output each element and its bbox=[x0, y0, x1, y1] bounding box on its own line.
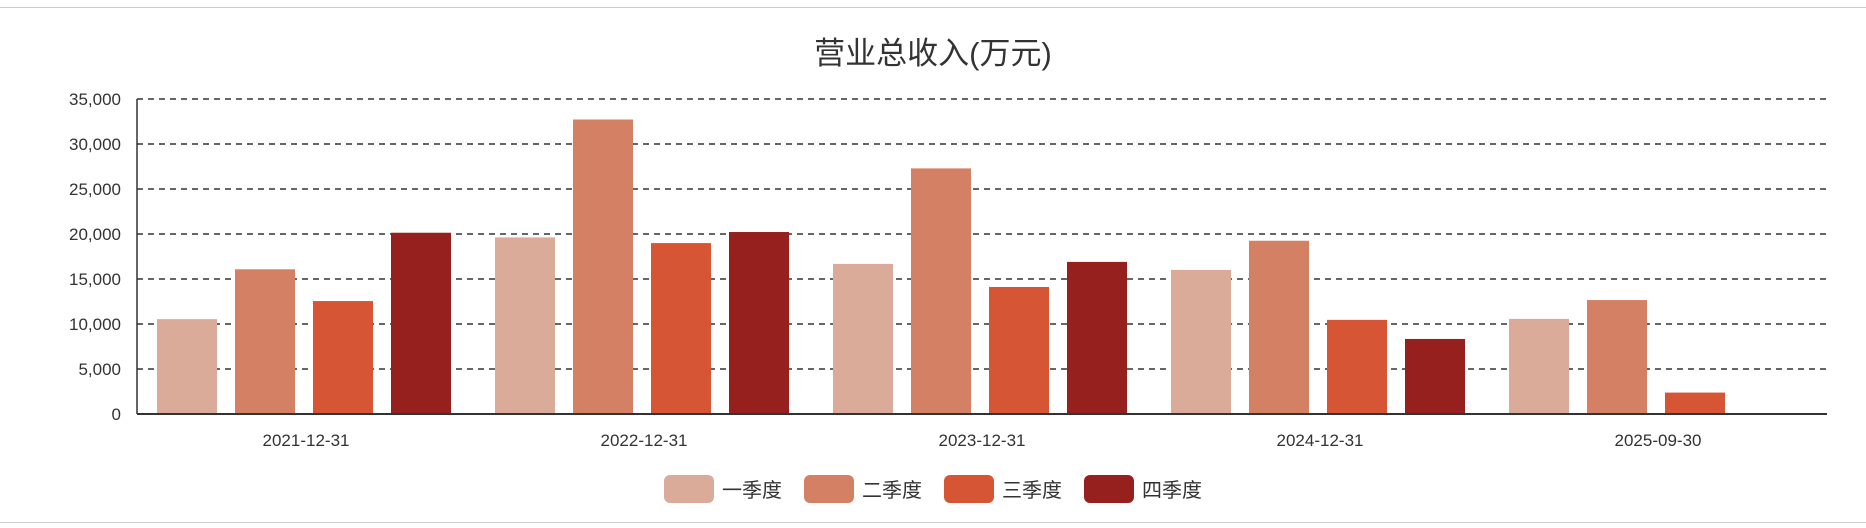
bar-2022-12-31-一季度 bbox=[495, 237, 555, 414]
bottom-border bbox=[0, 522, 1866, 523]
bar-2021-12-31-四季度 bbox=[391, 232, 451, 414]
bar-2022-12-31-三季度 bbox=[651, 243, 711, 414]
bar-2023-12-31-一季度 bbox=[833, 263, 893, 414]
legend-label: 三季度 bbox=[1002, 480, 1062, 502]
chart-title: 营业总收入(万元) bbox=[814, 36, 1052, 71]
y-tick-label: 10,000 bbox=[69, 315, 121, 334]
bar-2025-09-30-二季度 bbox=[1587, 300, 1647, 414]
bar-2023-12-31-三季度 bbox=[989, 287, 1049, 414]
legend-label: 一季度 bbox=[722, 480, 782, 502]
bar-2022-12-31-二季度 bbox=[573, 119, 633, 415]
x-tick-label: 2021-12-31 bbox=[263, 431, 350, 450]
bar-2023-12-31-四季度 bbox=[1067, 261, 1127, 414]
y-tick-label: 15,000 bbox=[69, 270, 121, 289]
bar-2024-12-31-二季度 bbox=[1249, 240, 1309, 414]
y-tick-label: 5,000 bbox=[78, 360, 121, 379]
bar-2025-09-30-一季度 bbox=[1509, 318, 1569, 414]
y-tick-label: 20,000 bbox=[69, 225, 121, 244]
legend-label: 四季度 bbox=[1142, 480, 1202, 502]
legend-swatch bbox=[804, 474, 854, 503]
legend-swatch bbox=[1084, 474, 1134, 503]
bar-2023-12-31-二季度 bbox=[911, 168, 971, 414]
legend-item[interactable]: 四季度 bbox=[1084, 474, 1202, 503]
bar-2024-12-31-四季度 bbox=[1405, 338, 1465, 414]
x-tick-label: 2025-09-30 bbox=[1615, 431, 1702, 450]
legend-item[interactable]: 一季度 bbox=[664, 474, 782, 503]
bar-2021-12-31-一季度 bbox=[157, 319, 217, 414]
legend-item[interactable]: 三季度 bbox=[944, 474, 1062, 503]
y-tick-label: 35,000 bbox=[69, 90, 121, 109]
bar-2021-12-31-三季度 bbox=[313, 301, 373, 414]
x-tick-label: 2023-12-31 bbox=[939, 431, 1026, 450]
legend-swatch bbox=[944, 474, 994, 503]
legend-label: 二季度 bbox=[862, 480, 922, 502]
bar-2022-12-31-四季度 bbox=[729, 232, 789, 414]
legend-item[interactable]: 二季度 bbox=[804, 474, 922, 503]
x-tick-label: 2022-12-31 bbox=[601, 431, 688, 450]
y-tick-label: 30,000 bbox=[69, 135, 121, 154]
y-tick-label: 25,000 bbox=[69, 180, 121, 199]
y-tick-label: 0 bbox=[112, 405, 121, 424]
x-tick-label: 2024-12-31 bbox=[1277, 431, 1364, 450]
bar-2021-12-31-二季度 bbox=[235, 269, 295, 414]
bar-2025-09-30-三季度 bbox=[1665, 392, 1725, 414]
top-border bbox=[0, 7, 1866, 8]
bar-2024-12-31-一季度 bbox=[1171, 269, 1231, 414]
legend: 一季度 二季度 三季度 四季度 bbox=[0, 474, 1866, 503]
bar-2024-12-31-三季度 bbox=[1327, 319, 1387, 414]
legend-swatch bbox=[664, 474, 714, 503]
